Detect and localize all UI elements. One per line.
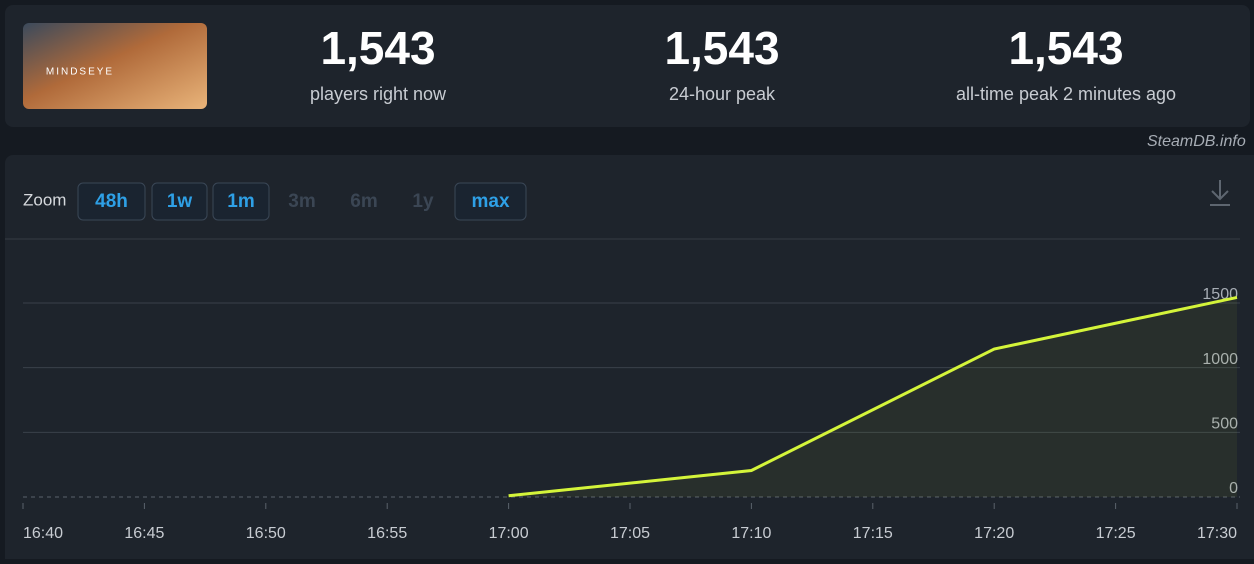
- stat-value: 1,543: [320, 22, 435, 74]
- zoom-button[interactable]: [212, 182, 270, 221]
- download-icon[interactable]: [1210, 180, 1230, 206]
- area: [508, 297, 1238, 497]
- watermark: SteamDB.info: [1147, 133, 1246, 150]
- chart-panel: [5, 155, 1254, 564]
- zoom-option[interactable]: 48h: [95, 191, 128, 212]
- zoom-button[interactable]: [454, 182, 527, 221]
- x-tick-label: 17:20: [974, 525, 1014, 542]
- game-logo: MINDSEYE: [46, 67, 114, 78]
- zoom-label: Zoom: [23, 190, 66, 209]
- y-tick-label: 0: [1229, 480, 1238, 497]
- x-tick-label: 17:10: [731, 525, 771, 542]
- y-tick-label: 1000: [1202, 351, 1238, 368]
- x-tick-label: 17:05: [610, 525, 650, 542]
- stats-panel: [5, 5, 1250, 127]
- zoom-option: 3m: [288, 191, 315, 212]
- stat-value: 1,543: [1008, 22, 1123, 74]
- game-image[interactable]: [23, 23, 207, 109]
- stat-value: 1,543: [664, 22, 779, 74]
- x-tick-label: 16:55: [367, 525, 407, 542]
- line: [508, 295, 1238, 498]
- x-tick-label: 17:25: [1096, 525, 1136, 542]
- x-tick-label: 16:40: [23, 525, 63, 542]
- zoom-button[interactable]: [151, 182, 208, 221]
- x-tick-label: 16:45: [124, 525, 164, 542]
- x-tick-label: 17:15: [853, 525, 893, 542]
- y-tick-label: 500: [1211, 416, 1238, 433]
- x-tick-label: 17:00: [489, 525, 529, 542]
- zoom-option[interactable]: max: [471, 191, 509, 212]
- zoom-button[interactable]: [77, 182, 146, 221]
- x-tick-label: 16:50: [246, 525, 286, 542]
- zoom-buttons: 48h 1w 1m 3m 6m 1y max: [77, 182, 527, 221]
- zoom-option[interactable]: 1m: [227, 191, 254, 212]
- x-tick-label: 17:30: [1197, 525, 1237, 542]
- zoom-option: 6m: [350, 191, 377, 212]
- stat-label: players right now: [310, 84, 447, 104]
- zoom-option[interactable]: 1w: [167, 191, 193, 212]
- zoom-option: 1y: [412, 191, 434, 212]
- stat-label: all-time peak 2 minutes ago: [956, 84, 1176, 104]
- stat-label: 24-hour peak: [669, 84, 776, 104]
